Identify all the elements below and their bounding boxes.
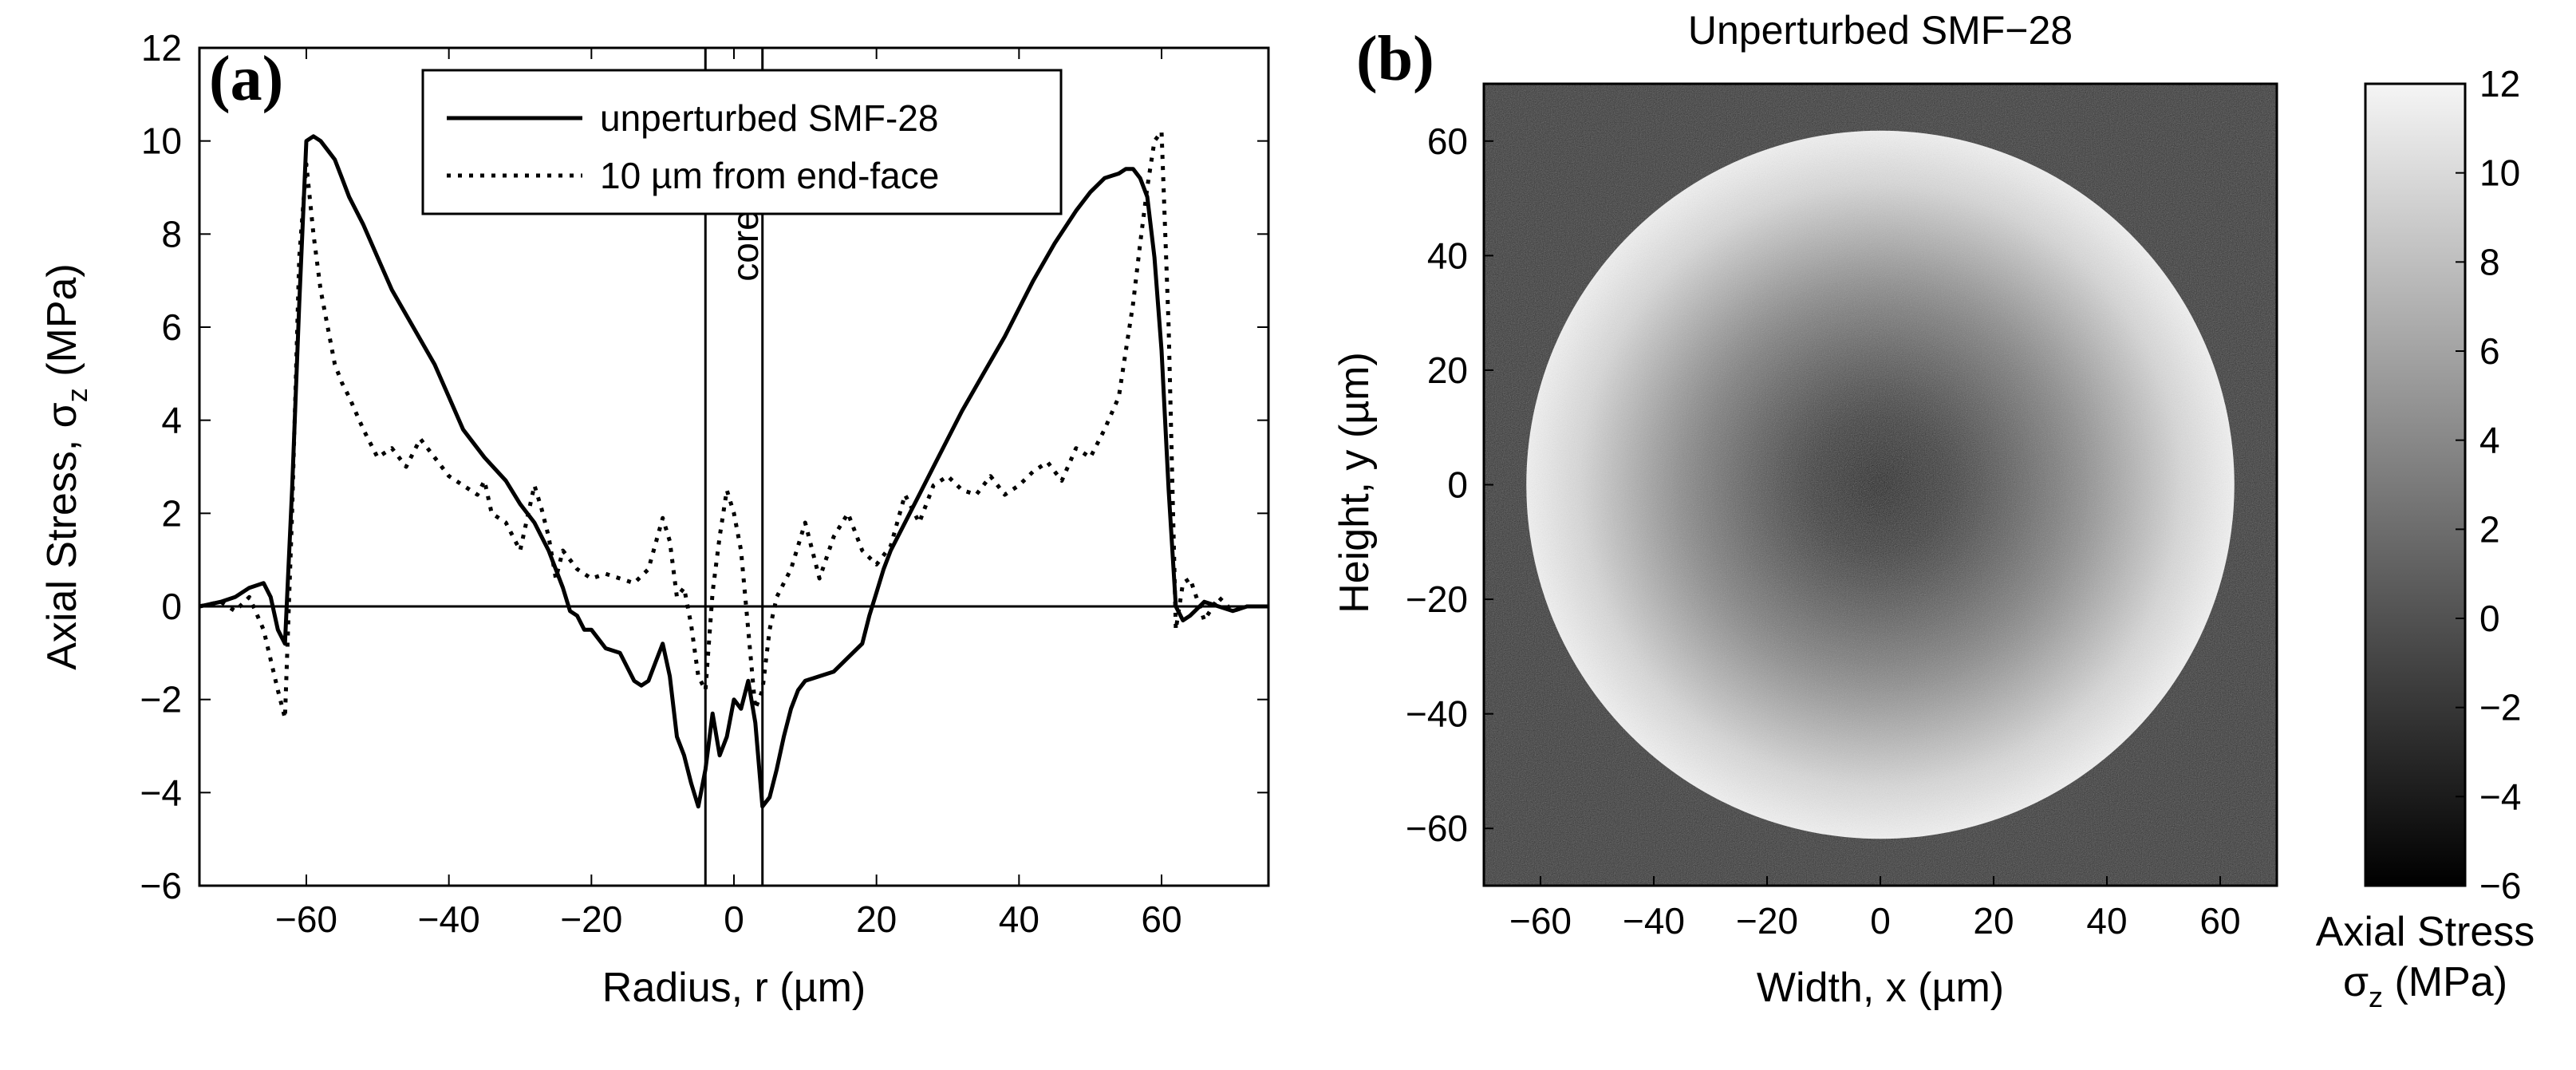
y-tick-label: 8 bbox=[161, 213, 182, 255]
colorbar-sigma: σ bbox=[2343, 959, 2369, 1005]
y-tick-label: 2 bbox=[161, 492, 182, 534]
panel-b-y-axis-label: Height, y (µm) bbox=[1331, 352, 1378, 614]
colorbar-ticks: 12 10 8 6 4 2 0 −2 −4 −6 bbox=[2456, 63, 2521, 906]
panel-b: (b) Unperturbed SMF−28 −60 −40 −20 0 20 40 606… bbox=[1331, 8, 2535, 1013]
legend-label-end-face: 10 µm from end-face bbox=[600, 155, 939, 196]
panel-a-y-label-sub: z bbox=[61, 388, 93, 402]
colorbar-tick-label: −2 bbox=[2479, 687, 2521, 728]
panel-a-label: (a) bbox=[209, 44, 283, 114]
colorbar-tick-label: −4 bbox=[2479, 776, 2521, 817]
b-y-tick-label: 40 bbox=[1427, 235, 1468, 276]
x-tick-label: 0 bbox=[724, 898, 744, 940]
panel-a-y-label-main: Axial Stress, σ bbox=[39, 402, 85, 670]
panel-a-y-axis-label: Axial Stress, σz (MPa) bbox=[39, 263, 93, 670]
x-tick-label: −20 bbox=[560, 898, 622, 940]
y-tick-label: −6 bbox=[140, 865, 182, 906]
colorbar-tick-label: 10 bbox=[2479, 152, 2520, 194]
x-tick-label: −40 bbox=[418, 898, 480, 940]
panel-a-y-label-unit: (MPa) bbox=[39, 263, 85, 388]
colorbar-tick-label: 2 bbox=[2479, 508, 2500, 550]
b-y-tick-label: 0 bbox=[1447, 464, 1468, 506]
y-tick-label: −4 bbox=[140, 772, 182, 813]
b-x-tick-label: −60 bbox=[1509, 900, 1572, 942]
y-tick-label: 12 bbox=[141, 27, 182, 69]
series-line-unperturbed bbox=[199, 134, 1268, 809]
colorbar-tick-label: 4 bbox=[2479, 420, 2500, 461]
b-y-tick-label: −20 bbox=[1406, 578, 1468, 620]
colorbar-tick-label: 6 bbox=[2479, 330, 2500, 372]
core-annotation: core bbox=[724, 210, 766, 281]
colorbar-tick-label: 0 bbox=[2479, 598, 2500, 639]
x-tick-label: 60 bbox=[1141, 898, 1181, 940]
y-tick-label: 6 bbox=[161, 306, 182, 348]
panel-a-x-axis-label: Radius, r (µm) bbox=[602, 965, 866, 1011]
y-tick-label: 0 bbox=[161, 586, 182, 627]
panel-b-title: Unperturbed SMF−28 bbox=[1688, 8, 2073, 53]
colorbar bbox=[2364, 82, 2467, 887]
b-y-tick-label: −60 bbox=[1406, 807, 1468, 849]
panel-a-legend: unperturbed SMF-28 10 µm from end-face bbox=[421, 69, 1063, 215]
colorbar-label-line2: σz (MPa) bbox=[2343, 959, 2507, 1013]
y-tick-label: −2 bbox=[140, 679, 182, 721]
x-tick-label: 20 bbox=[856, 898, 897, 940]
b-y-tick-label: −40 bbox=[1406, 693, 1468, 735]
legend-box bbox=[421, 69, 1063, 215]
colorbar-tick-label: 8 bbox=[2479, 241, 2500, 282]
colorbar-label-line1: Axial Stress bbox=[2316, 909, 2535, 955]
b-x-tick-label: 20 bbox=[1973, 900, 2014, 942]
panel-b-x-axis-label: Width, x (µm) bbox=[1757, 965, 2004, 1011]
panel-b-label: (b) bbox=[1356, 24, 1434, 94]
colorbar-unit: (MPa) bbox=[2383, 959, 2507, 1005]
colorbar-tick-label: 12 bbox=[2479, 63, 2520, 105]
b-y-tick-label: 20 bbox=[1427, 349, 1468, 391]
b-x-tick-label: 0 bbox=[1870, 900, 1891, 942]
b-y-tick-label: 60 bbox=[1427, 120, 1468, 162]
b-x-tick-label: −20 bbox=[1736, 900, 1798, 942]
x-tick-label: −60 bbox=[275, 898, 337, 940]
x-tick-label: 40 bbox=[999, 898, 1039, 940]
y-tick-label: 4 bbox=[161, 400, 182, 441]
b-x-tick-label: 40 bbox=[2086, 900, 2127, 942]
y-tick-label: 10 bbox=[141, 120, 182, 162]
legend-label-unperturbed: unperturbed SMF-28 bbox=[600, 97, 938, 139]
b-x-tick-label: 60 bbox=[2199, 900, 2240, 942]
panel-b-ticks: −60 −40 −20 0 20 40 60 60 40 20 0 −20 −40 −60 bbox=[1406, 120, 2241, 942]
colorbar-sub: z bbox=[2369, 981, 2383, 1013]
b-x-tick-label: −40 bbox=[1623, 900, 1685, 942]
colorbar-tick-label: −6 bbox=[2479, 865, 2521, 906]
fiber-cross-section bbox=[1526, 130, 2235, 839]
